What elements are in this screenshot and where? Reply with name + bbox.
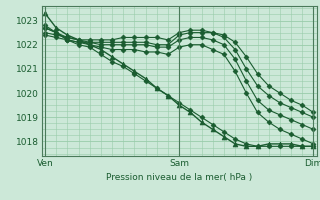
X-axis label: Pression niveau de la mer( hPa ): Pression niveau de la mer( hPa ) bbox=[106, 173, 252, 182]
